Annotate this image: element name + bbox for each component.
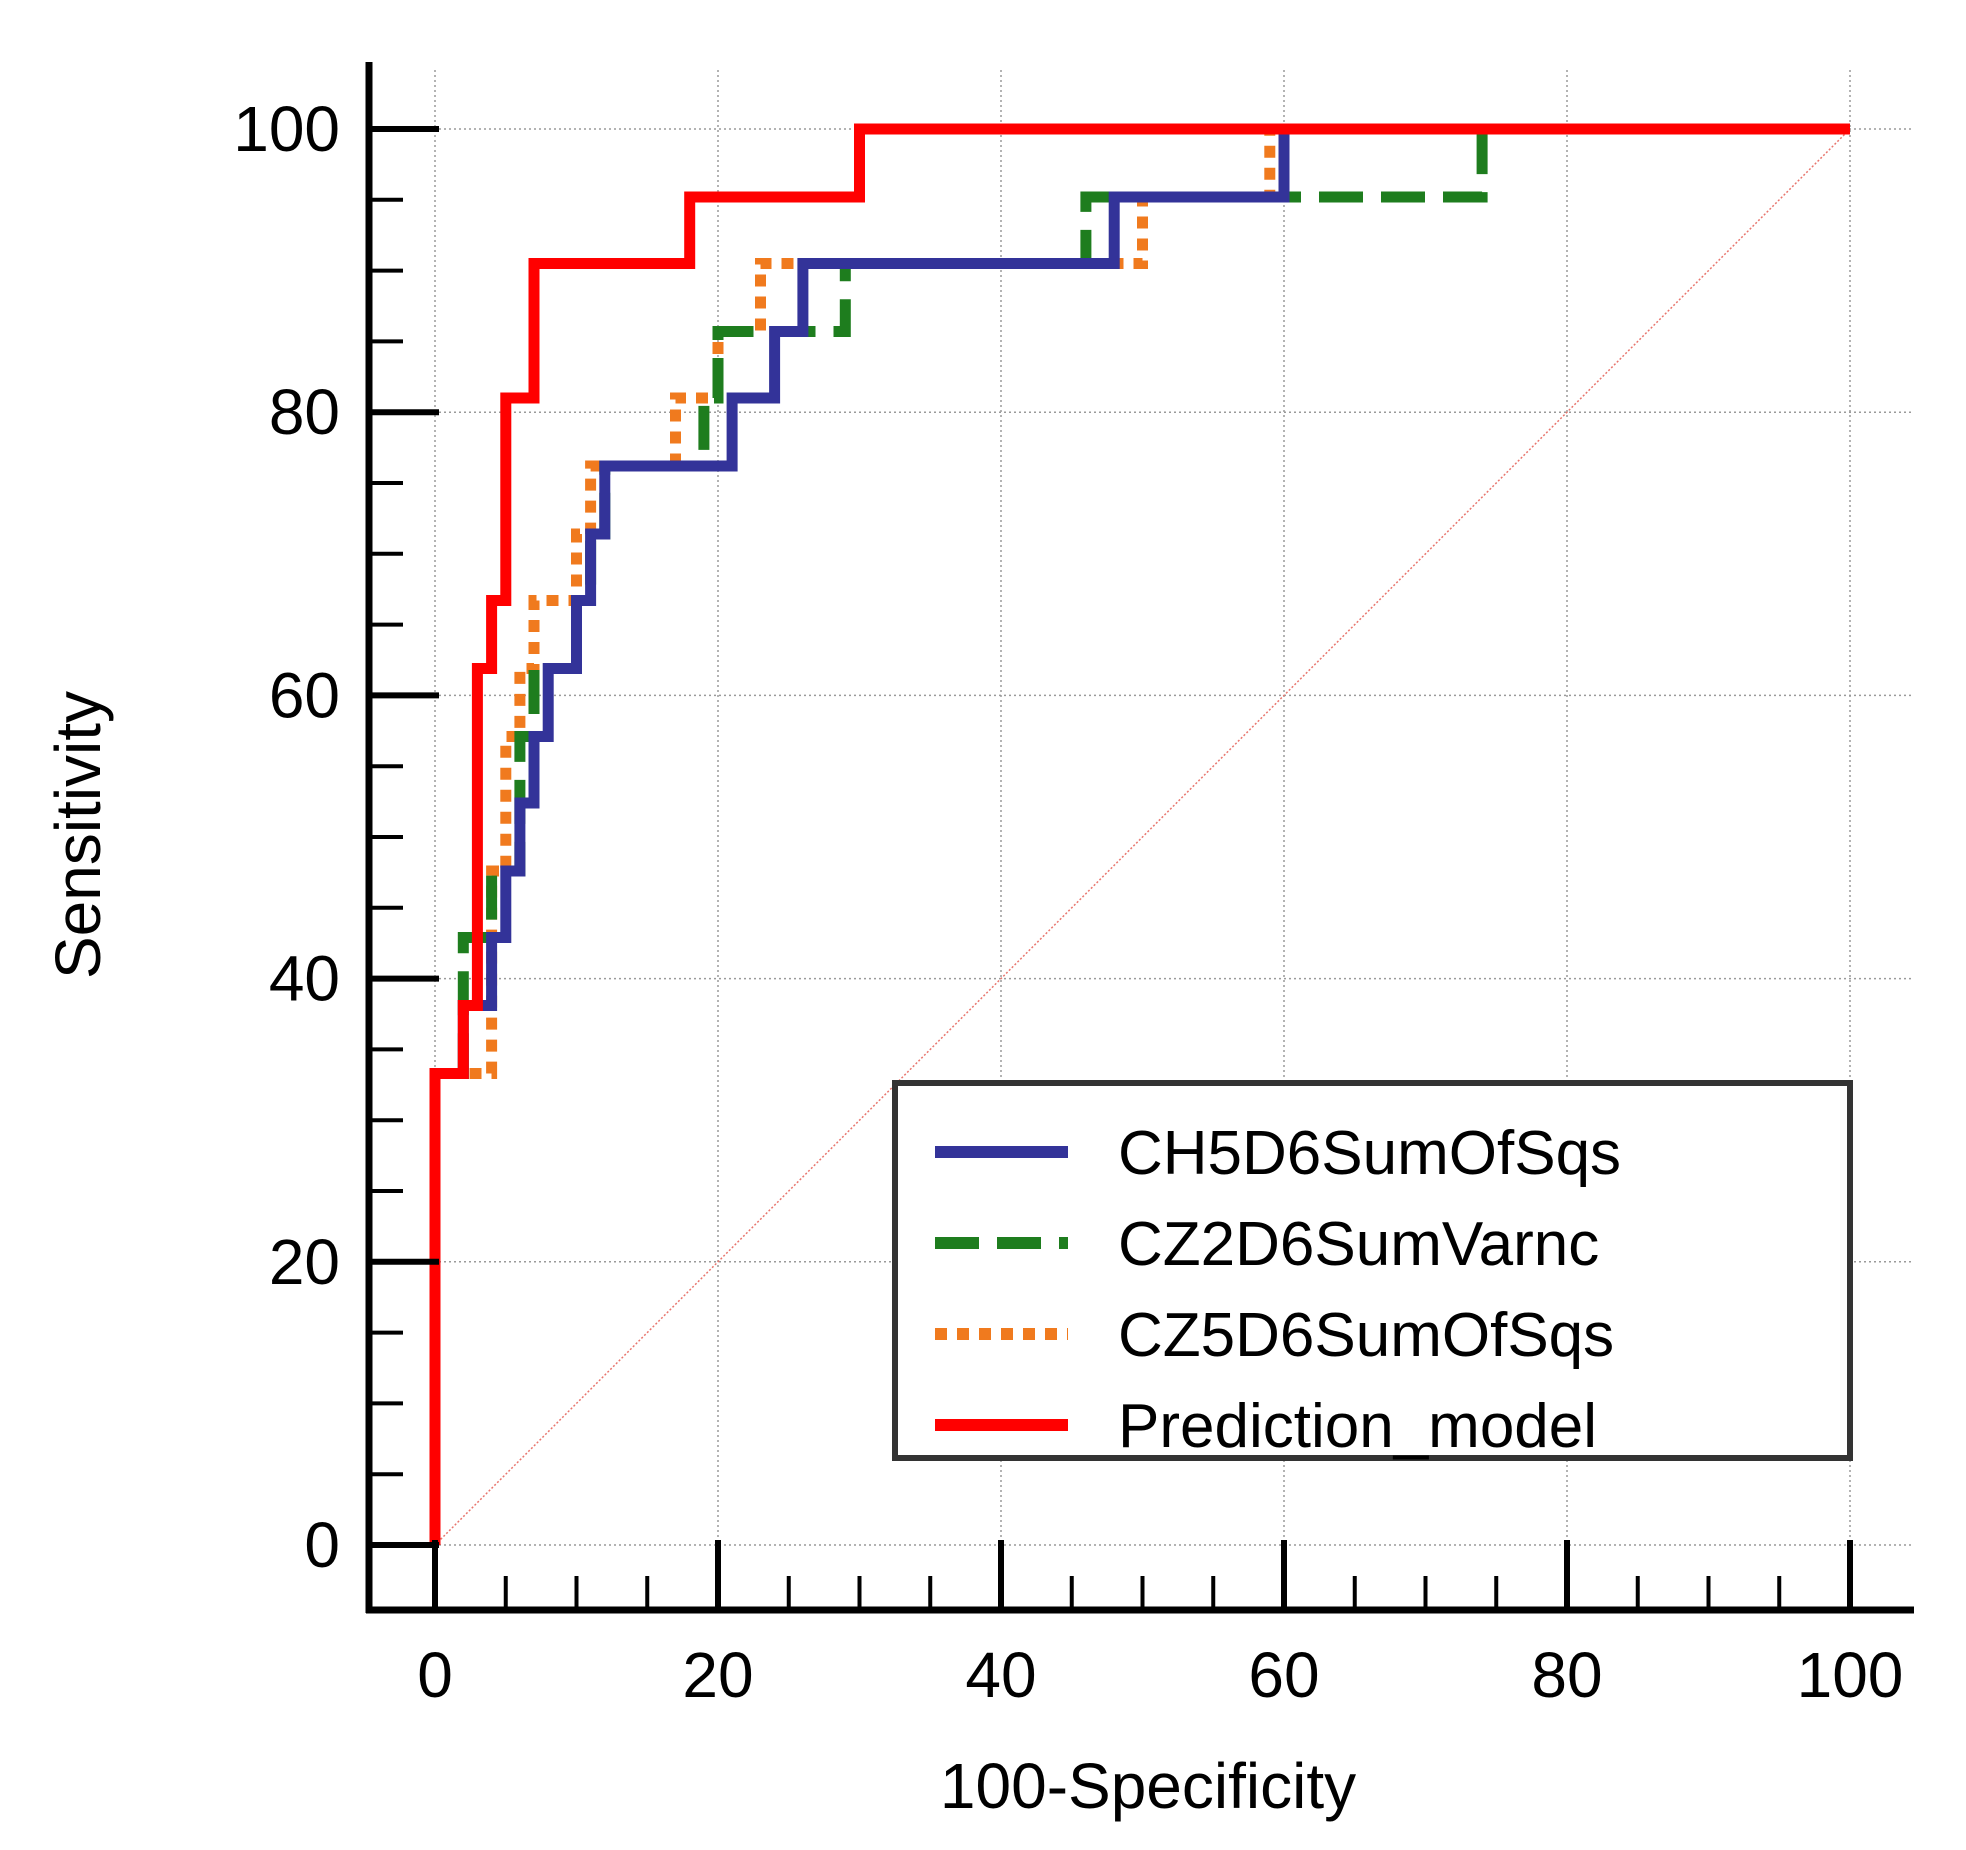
y-tick-label: 100 (233, 93, 340, 165)
x-tick-label: 40 (965, 1639, 1036, 1711)
x-axis-title: 100-Specificity (940, 1750, 1356, 1822)
legend: CH5D6SumOfSqs CZ2D6SumVarnc CZ5D6SumOfSqs P… (892, 1080, 1853, 1461)
series-line-prediction-model (429, 123, 1850, 1545)
series-line-ch5d6sumofsqs (429, 123, 1850, 1545)
x-tick-label: 0 (417, 1639, 453, 1711)
y-tick-label: 60 (269, 659, 340, 731)
legend-box (892, 1080, 1853, 1461)
legend-label: Prediction_model (1118, 1392, 1597, 1461)
y-tick-label: 0 (304, 1509, 340, 1581)
legend-label: CH5D6SumOfSqs (1118, 1119, 1621, 1188)
x-tick-label: 100 (1797, 1639, 1904, 1711)
series-layer (429, 123, 1850, 1545)
y-axis-ticks: 0 20 40 60 80 100 (233, 93, 439, 1581)
x-tick-label: 20 (682, 1639, 753, 1711)
reference-diagonal-line (434, 128, 1851, 1546)
x-axis-ticks: 0 20 40 60 80 100 (417, 1540, 1903, 1711)
x-tick-label: 80 (1531, 1639, 1602, 1711)
x-tick-label: 60 (1248, 1639, 1319, 1711)
y-axis-title: Sensitivity (42, 691, 114, 979)
series-line-cz5d6sumofsqs (429, 123, 1850, 1545)
legend-label: CZ2D6SumVarnc (1118, 1210, 1599, 1279)
y-tick-label: 80 (269, 376, 340, 448)
y-tick-label: 40 (269, 943, 340, 1015)
legend-label: CZ5D6SumOfSqs (1118, 1301, 1614, 1370)
y-tick-label: 20 (269, 1226, 340, 1298)
axes: 0 20 40 60 80 100 0 20 40 60 80 100 (233, 62, 1914, 1711)
legend-items: CH5D6SumOfSqs CZ2D6SumVarnc CZ5D6SumOfSqs P… (935, 1119, 1621, 1461)
